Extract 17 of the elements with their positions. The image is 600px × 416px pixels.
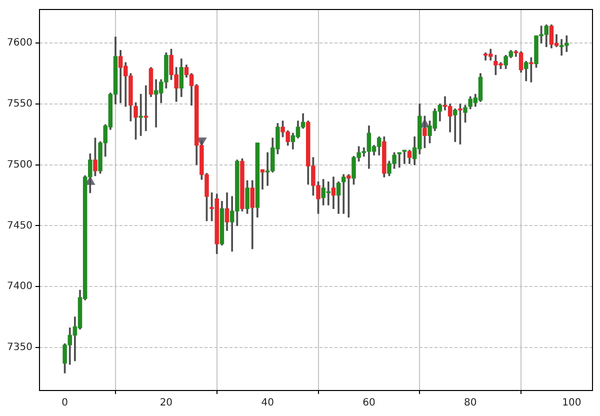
candlestick (453, 108, 458, 142)
x-tick-label: 80 (464, 398, 477, 409)
candlestick (529, 57, 534, 82)
x-tick-label: 40 (261, 398, 274, 409)
y-tick-label: 7400 (6, 281, 32, 292)
x-tick-label: 0 (62, 398, 68, 409)
y-tick-label: 7350 (6, 342, 32, 353)
x-tick-label: 20 (160, 398, 173, 409)
y-tick-label: 7600 (6, 38, 32, 49)
y-tick-label: 7500 (6, 159, 32, 170)
y-tick-label: 7450 (6, 220, 32, 232)
candlestick (260, 169, 265, 190)
x-tick-label: 60 (362, 398, 376, 409)
candlestick (346, 174, 351, 218)
x-tick-label: 100 (562, 398, 582, 409)
candlestick (341, 174, 346, 214)
y-tick-label: 7550 (6, 98, 32, 110)
